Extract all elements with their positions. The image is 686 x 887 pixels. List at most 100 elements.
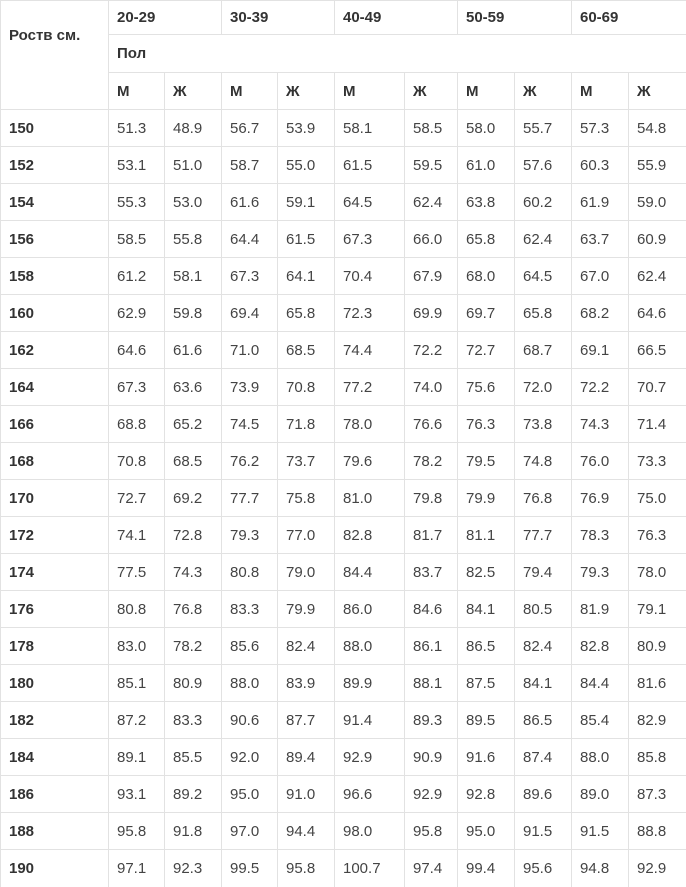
weight-cell: 56.7 [222,110,278,147]
weight-cell: 58.1 [165,258,222,295]
weight-cell: 67.3 [335,221,405,258]
height-cell: 156 [1,221,109,258]
weight-cell: 72.7 [109,480,165,517]
weight-cell: 61.9 [572,184,629,221]
weight-cell: 74.1 [109,517,165,554]
weight-cell: 69.2 [165,480,222,517]
weight-cell: 65.2 [165,406,222,443]
weight-cell: 61.2 [109,258,165,295]
weight-cell: 72.3 [335,295,405,332]
weight-cell: 79.3 [572,554,629,591]
weight-cell: 67.3 [109,369,165,406]
height-cell: 178 [1,628,109,665]
weight-cell: 62.4 [629,258,686,295]
weight-cell: 77.7 [515,517,572,554]
weight-cell: 76.0 [572,443,629,480]
weight-cell: 92.9 [629,850,686,887]
weight-cell: 88.0 [222,665,278,702]
weight-cell: 71.0 [222,332,278,369]
height-cell: 168 [1,443,109,480]
weight-cell: 91.5 [572,813,629,850]
weight-cell: 76.3 [629,517,686,554]
weight-cell: 76.9 [572,480,629,517]
table-header: Роств см. 20-29 30-39 40-49 50-59 60-69 … [1,1,686,110]
weight-cell: 86.1 [405,628,458,665]
weight-cell: 81.6 [629,665,686,702]
weight-cell: 96.6 [335,776,405,813]
weight-cell: 59.5 [405,147,458,184]
height-cell: 150 [1,110,109,147]
weight-cell: 60.2 [515,184,572,221]
weight-cell: 65.8 [278,295,335,332]
weight-cell: 54.8 [629,110,686,147]
weight-cell: 85.8 [629,739,686,776]
age-group-header: 20-29 [109,1,222,35]
weight-cell: 69.1 [572,332,629,369]
weight-cell: 88.1 [405,665,458,702]
weight-cell: 57.6 [515,147,572,184]
weight-cell: 91.6 [458,739,515,776]
weight-cell: 55.0 [278,147,335,184]
weight-cell: 94.4 [278,813,335,850]
weight-cell: 80.5 [515,591,572,628]
weight-cell: 58.5 [109,221,165,258]
weight-cell: 77.2 [335,369,405,406]
weight-cell: 97.4 [405,850,458,887]
weight-cell: 64.6 [629,295,686,332]
weight-cell: 89.1 [109,739,165,776]
weight-cell: 60.3 [572,147,629,184]
weight-cell: 79.6 [335,443,405,480]
weight-cell: 69.9 [405,295,458,332]
weight-cell: 68.2 [572,295,629,332]
weight-cell: 87.4 [515,739,572,776]
weight-cell: 64.4 [222,221,278,258]
weight-cell: 79.1 [629,591,686,628]
weight-cell: 79.3 [222,517,278,554]
weight-cell: 92.3 [165,850,222,887]
weight-cell: 76.6 [405,406,458,443]
weight-cell: 53.1 [109,147,165,184]
sex-header-cell: Ж [278,73,335,110]
weight-cell: 84.6 [405,591,458,628]
weight-cell: 82.8 [572,628,629,665]
weight-cell: 80.8 [222,554,278,591]
height-cell: 182 [1,702,109,739]
weight-cell: 79.5 [458,443,515,480]
sex-header-cell: М [222,73,278,110]
sex-label-header: Пол [109,35,686,73]
weight-cell: 63.6 [165,369,222,406]
weight-cell: 88.0 [572,739,629,776]
weight-cell: 67.3 [222,258,278,295]
age-group-header: 30-39 [222,1,335,35]
weight-cell: 89.3 [405,702,458,739]
weight-cell: 89.2 [165,776,222,813]
weight-cell: 95.6 [515,850,572,887]
weight-cell: 91.8 [165,813,222,850]
height-cell: 190 [1,850,109,887]
weight-cell: 78.3 [572,517,629,554]
weight-cell: 78.0 [629,554,686,591]
weight-cell: 81.1 [458,517,515,554]
height-cell: 186 [1,776,109,813]
weight-cell: 89.4 [278,739,335,776]
weight-cell: 98.0 [335,813,405,850]
weight-cell: 66.0 [405,221,458,258]
weight-cell: 76.3 [458,406,515,443]
weight-cell: 70.4 [335,258,405,295]
weight-cell: 91.4 [335,702,405,739]
height-cell: 152 [1,147,109,184]
weight-cell: 55.9 [629,147,686,184]
weight-cell: 99.5 [222,850,278,887]
weight-cell: 53.9 [278,110,335,147]
weight-cell: 87.7 [278,702,335,739]
height-cell: 184 [1,739,109,776]
height-cell: 160 [1,295,109,332]
weight-cell: 83.3 [222,591,278,628]
weight-cell: 68.5 [165,443,222,480]
